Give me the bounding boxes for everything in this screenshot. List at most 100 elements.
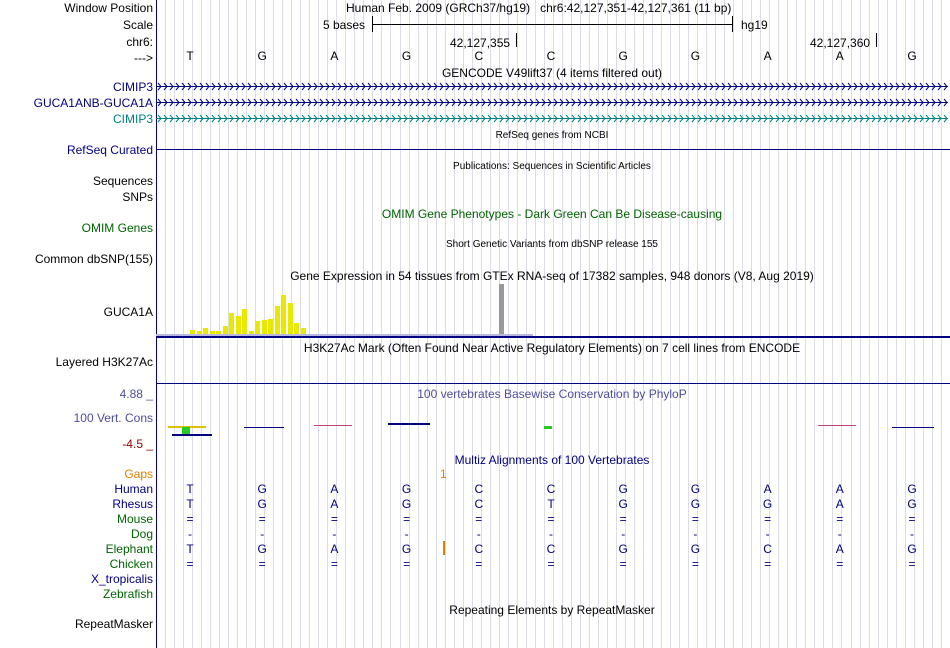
h3k27ac-track-title[interactable]: H3K27Ac Mark (Often Found Near Active Re…	[303, 341, 801, 355]
alignment-base: A	[763, 482, 772, 496]
gridline	[400, 0, 401, 648]
phylop-graph[interactable]	[156, 420, 950, 440]
species-label[interactable]: Chicken	[109, 557, 153, 571]
phylop-label[interactable]: 100 Vert. Cons	[73, 411, 153, 425]
gridline	[454, 0, 455, 648]
base-letter: A	[330, 49, 339, 63]
alignment-base: =	[403, 557, 411, 571]
gridline	[418, 0, 419, 648]
refseq-label[interactable]: RefSeq Curated	[66, 143, 153, 157]
scale-bar	[372, 24, 732, 25]
alignment-base: =	[836, 557, 844, 571]
species-label[interactable]: Elephant	[105, 542, 153, 556]
repeatmasker-track-title[interactable]: Repeating Elements by RepeatMasker	[449, 603, 655, 617]
gtex-tissue-bar	[248, 331, 254, 334]
gencode-track-title[interactable]: GENCODE V49lift37 (4 items filtered out)	[441, 66, 663, 80]
gridline	[580, 0, 581, 648]
gap-count: 1	[440, 467, 447, 481]
species-label[interactable]: Human	[114, 482, 153, 496]
gene-feature-line[interactable]	[156, 114, 948, 123]
alignment-base: A	[330, 542, 339, 556]
gtex-track-title[interactable]: Gene Expression in 54 tissues from GTEx …	[290, 269, 814, 283]
gtex-tissue-bar	[229, 313, 234, 334]
alignment-base: =	[330, 512, 338, 526]
alignment-base: =	[836, 512, 844, 526]
base-letter: A	[835, 49, 844, 63]
h3k27ac-label[interactable]: Layered H3K27Ac	[55, 355, 153, 369]
alignment-base: G	[257, 482, 267, 496]
gridline	[390, 0, 391, 648]
alignment-base: C	[546, 482, 556, 496]
alignment-base: -	[188, 527, 192, 541]
publications-track-title[interactable]: Publications: Sequences in Scientific Ar…	[453, 161, 651, 172]
species-label[interactable]: Mouse	[116, 512, 153, 526]
alignment-base: G	[401, 542, 412, 556]
species-label[interactable]: Dog	[130, 527, 153, 541]
phylop-mark	[818, 425, 856, 426]
gridline	[697, 0, 698, 648]
alignment-base: =	[186, 512, 194, 526]
gridline	[436, 0, 437, 648]
gridline	[905, 0, 906, 648]
alignment-base: =	[330, 557, 338, 571]
refseq-gene-line[interactable]	[156, 149, 950, 150]
gridline	[228, 0, 229, 648]
assembly-title: Human Feb. 2009 (GRCh37/hg19) chr6:42,12…	[346, 1, 732, 15]
species-label[interactable]: X_tropicalis	[90, 572, 153, 586]
gtex-label[interactable]: GUCA1A	[103, 305, 153, 319]
gridline	[715, 0, 716, 648]
gtex-tissue-bar	[196, 331, 202, 334]
phylop-mark	[388, 423, 430, 425]
gridline	[661, 0, 662, 648]
refseq-track-title[interactable]: RefSeq genes from NCBI	[495, 130, 609, 141]
phylop-track-title[interactable]: 100 vertebrates Basewise Conservation by…	[417, 387, 687, 401]
omim-track-title[interactable]: OMIM Gene Phenotypes - Dark Green Can Be…	[381, 207, 723, 221]
sequences-label[interactable]: Sequences	[92, 174, 153, 188]
h3k27ac-baseline	[156, 383, 950, 384]
snps-label[interactable]: SNPs	[122, 190, 153, 204]
gencode-item-label[interactable]: CIMIP3	[112, 80, 153, 94]
gridline	[769, 0, 770, 648]
gtex-tissue-bar	[203, 328, 208, 334]
dbsnp-label[interactable]: Common dbSNP(155)	[34, 252, 153, 266]
phylop-mark	[172, 434, 212, 436]
gridline	[751, 0, 752, 648]
gridline	[932, 0, 933, 648]
alignment-base: -	[404, 527, 409, 541]
gaps-label[interactable]: Gaps	[124, 467, 153, 481]
gridline	[345, 0, 346, 648]
alignment-base: -	[693, 527, 698, 541]
alignment-base: C	[474, 542, 484, 556]
gencode-item-label[interactable]: GUCA1ANB-GUCA1A	[33, 96, 153, 110]
gridline	[553, 0, 554, 648]
alignment-base: =	[475, 512, 483, 526]
species-label[interactable]: Rhesus	[112, 497, 153, 511]
dbsnp-track-title[interactable]: Short Genetic Variants from dbSNP releas…	[446, 239, 658, 250]
omim-label[interactable]: OMIM Genes	[81, 221, 153, 235]
base-letter: T	[186, 49, 194, 63]
gtex-bar-chart[interactable]	[156, 284, 950, 336]
repeatmasker-label[interactable]: RepeatMasker	[74, 617, 153, 631]
alignment-base: =	[691, 512, 699, 526]
gtex-tissue-bar	[287, 303, 293, 334]
gridline	[625, 0, 626, 648]
alignment-base: G	[618, 497, 628, 511]
gene-feature-line[interactable]	[156, 82, 948, 91]
alignment-base: -	[765, 527, 770, 541]
species-label[interactable]: Zebrafish	[102, 587, 153, 601]
gene-feature-line[interactable]	[156, 98, 948, 107]
gridline	[643, 0, 644, 648]
multiz-track-title[interactable]: Multiz Alignments of 100 Vertebrates	[454, 453, 650, 467]
phylop-max-value: 4.88 _	[119, 387, 153, 401]
alignment-base: G	[907, 542, 917, 556]
alignment-base: =	[547, 557, 555, 571]
gtex-tissue-bar	[216, 331, 221, 334]
gencode-item-label[interactable]: CIMIP3	[112, 112, 153, 126]
gridline	[409, 0, 410, 648]
alignment-base: T	[186, 482, 194, 496]
gridline	[869, 0, 870, 648]
alignment-base: =	[403, 512, 411, 526]
alignment-base: =	[908, 557, 916, 571]
gridline	[562, 0, 563, 648]
